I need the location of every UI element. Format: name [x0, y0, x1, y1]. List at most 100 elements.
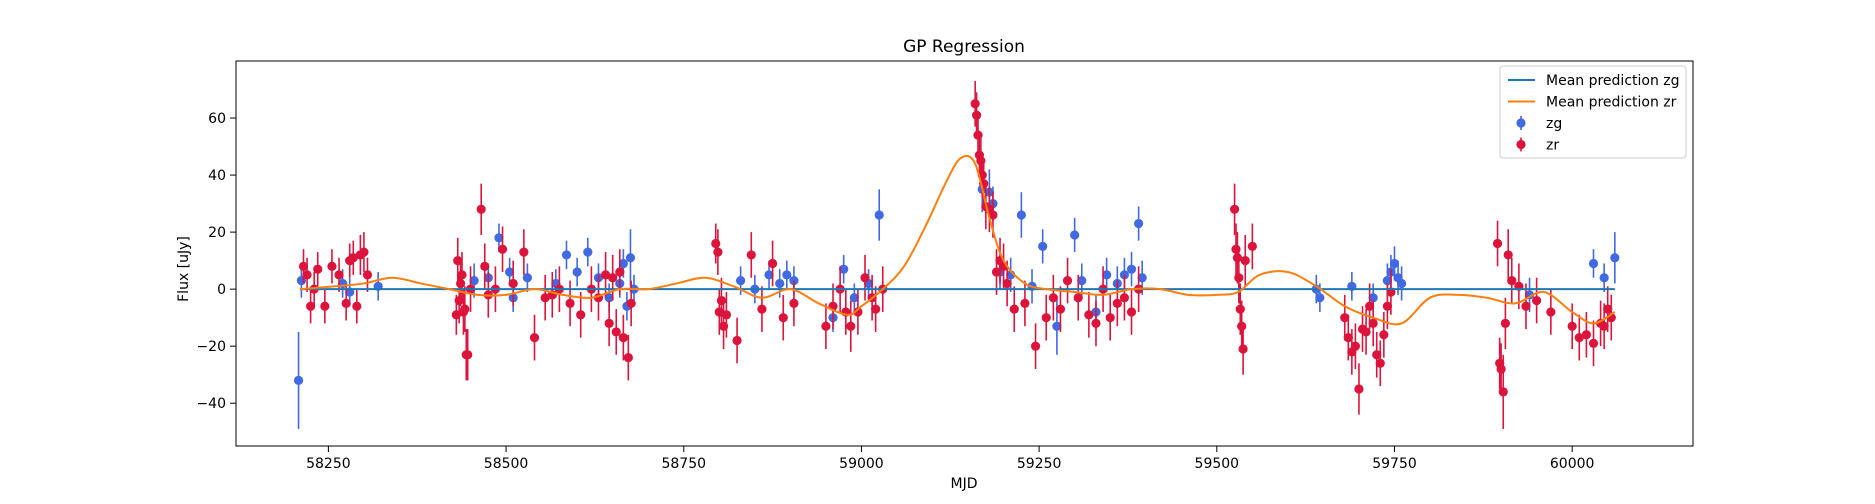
legend-box — [1499, 65, 1687, 159]
data-point-zr — [1372, 350, 1382, 360]
data-point-zg — [561, 250, 572, 260]
y-axis-label: Flux [uJy] — [176, 236, 192, 302]
data-point-zr — [1343, 333, 1353, 343]
data-point-zr — [1231, 244, 1241, 254]
data-point-zr — [476, 204, 486, 214]
data-point-zr — [1084, 310, 1094, 320]
data-point-zr — [1382, 301, 1392, 311]
data-point-zr — [853, 307, 863, 317]
data-point-zr — [480, 261, 490, 271]
data-point-zr — [1002, 278, 1012, 289]
chart-title: GP Regression — [903, 37, 1025, 57]
legend-marker-swatch — [1516, 139, 1526, 150]
data-point-zr — [1492, 238, 1503, 249]
data-point-zr — [1599, 321, 1609, 331]
y-tick-label: 20 — [208, 225, 226, 241]
data-point-zr — [973, 130, 983, 140]
data-point-zg — [1137, 273, 1147, 283]
data-point-zr — [746, 250, 756, 260]
data-point-zr — [768, 258, 778, 269]
data-point-zr — [1030, 341, 1041, 351]
y-tick-label: 60 — [208, 111, 226, 127]
data-point-zr — [1009, 304, 1019, 314]
data-point-zr — [1500, 318, 1510, 328]
x-tick-label: 59000 — [839, 456, 884, 472]
data-point-zr — [1020, 298, 1030, 309]
legend: Mean prediction zg Mean prediction zr zg zr — [1499, 65, 1687, 159]
data-point-zr — [1507, 275, 1517, 286]
data-point-zr — [497, 244, 508, 254]
x-tick-label: 58250 — [306, 456, 351, 472]
data-point-zr — [455, 278, 466, 289]
legend-marker-swatch — [1516, 118, 1526, 128]
data-point-zr — [1229, 204, 1240, 214]
data-point-zr — [352, 301, 362, 311]
data-point-zg — [1368, 293, 1378, 303]
data-point-zr — [846, 321, 856, 331]
data-point-zg — [625, 253, 636, 263]
data-point-zg — [522, 273, 533, 283]
data-point-zg — [1016, 210, 1026, 220]
data-point-zr — [1588, 338, 1599, 348]
legend-entry-mean-prediction-zr: Mean prediction zr — [1508, 95, 1677, 111]
data-point-zr — [1235, 304, 1245, 314]
data-point-zr — [1581, 330, 1591, 340]
data-point-zg — [618, 258, 628, 269]
data-point-zr — [1232, 253, 1243, 263]
data-point-zr — [1498, 387, 1508, 397]
data-point-zr — [600, 270, 611, 280]
data-point-zr — [711, 238, 721, 249]
data-point-zg — [849, 293, 859, 303]
data-point-zg — [1102, 270, 1112, 280]
data-point-zr — [1496, 364, 1506, 374]
data-point-zr — [348, 253, 358, 263]
y-tick-label: −40 — [196, 396, 226, 412]
y-tick-label: 40 — [208, 168, 226, 184]
data-point-zg — [293, 375, 304, 386]
data-point-zr — [313, 264, 323, 274]
legend-entry-zg: zg — [1516, 116, 1562, 132]
data-point-zr — [576, 310, 586, 320]
data-point-zr — [1247, 241, 1257, 251]
data-point-zg — [1038, 241, 1048, 251]
data-point-zg — [572, 267, 582, 277]
data-point-zr — [1055, 304, 1066, 314]
data-point-zg — [583, 247, 593, 257]
data-point-zr — [327, 261, 337, 271]
data-point-zr — [519, 247, 529, 257]
data-point-zr — [1126, 307, 1137, 317]
data-point-zr — [1091, 318, 1101, 328]
data-point-zr — [1112, 298, 1122, 309]
data-point-zg — [782, 270, 792, 280]
data-point-zr — [991, 267, 1002, 277]
data-point-zr — [1521, 301, 1531, 311]
legend-label: zr — [1546, 138, 1559, 154]
data-point-zg — [764, 270, 774, 280]
legend-entry-mean-prediction-zg: Mean prediction zg — [1508, 73, 1680, 89]
data-point-zr — [1073, 293, 1083, 303]
data-point-zr — [626, 298, 636, 309]
series-zr — [298, 80, 1616, 429]
data-point-zr — [789, 298, 799, 309]
data-point-zr — [341, 298, 351, 309]
data-point-zr — [1062, 275, 1073, 286]
data-point-zr — [1238, 344, 1248, 354]
data-point-zr — [1567, 321, 1577, 331]
data-point-zr — [611, 327, 621, 337]
y-tick-label: −20 — [196, 339, 226, 355]
data-point-zr — [529, 333, 540, 343]
data-point-zr — [1546, 307, 1556, 317]
data-point-zr — [540, 293, 550, 303]
data-point-zr — [454, 295, 464, 306]
series-zg — [293, 166, 1620, 429]
x-tick-label: 59250 — [1017, 456, 1062, 472]
data-point-zr — [463, 350, 473, 360]
data-point-zg — [1052, 321, 1062, 331]
data-point-zr — [618, 333, 628, 343]
data-point-zr — [716, 295, 727, 306]
data-point-zg — [1382, 275, 1392, 286]
data-point-zr — [298, 261, 309, 271]
data-point-zr — [457, 270, 467, 280]
